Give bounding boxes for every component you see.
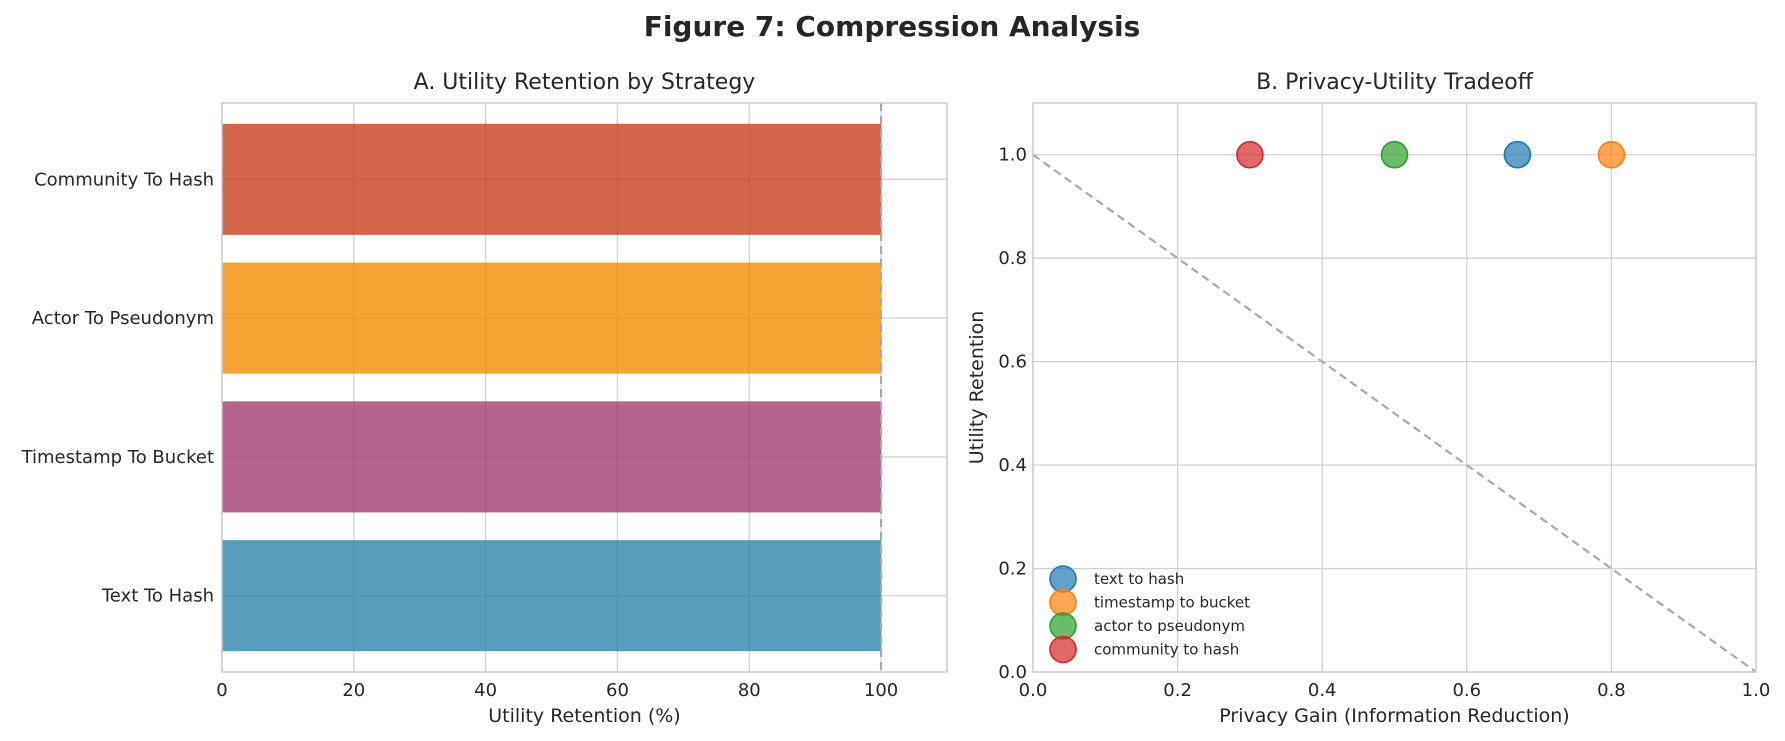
chart-b-x-tick-label: 0.8 [1597,680,1626,701]
chart-a-x-tick-label: 80 [738,680,761,701]
chart-a: A. Utility Retention by Strategy 0 20 40 60… [21,70,948,727]
bar-actor-to-pseudonym [222,262,882,374]
chart-b-x-tick-label: 1.0 [1742,680,1771,701]
chart-a-frame [221,102,948,673]
chart-b-y-axis-label: Utility Retention [966,311,988,465]
legend-label-community-to-hash: community to hash [1094,641,1239,659]
chart-b-points [1236,140,1626,169]
chart-b-title: B. Privacy-Utility Tradeoff [1256,70,1534,95]
legend-marker-text-to-hash [1049,565,1077,593]
chart-b-y-tick-label: 0.4 [998,455,1027,476]
bar-text-to-hash [222,540,882,652]
figure-title: Figure 7: Compression Analysis [644,10,1141,43]
chart-a-x-tick-label: 0 [216,680,227,701]
chart-a-x-tick-label: 60 [606,680,629,701]
chart-b: B. Privacy-Utility Tradeoff 0.0 0.2 0.4 0.6… [966,70,1770,727]
chart-b-legend: text to hash timestamp to bucket actor to … [1049,565,1250,664]
legend-label-timestamp-to-bucket: timestamp to bucket [1094,594,1250,612]
chart-a-category-label: Actor To Pseudonym [32,308,214,329]
chart-b-x-tick-label: 0.0 [1019,680,1048,701]
chart-a-x-axis-label: Utility Retention (%) [488,705,680,727]
chart-a-x-tick-label: 100 [864,680,898,701]
chart-a-category-label: Text To Hash [101,586,214,607]
point-timestamp-to-bucket [1597,140,1626,169]
chart-b-x-axis-label: Privacy Gain (Information Reduction) [1219,705,1569,727]
chart-b-y-tick-label: 0.2 [998,559,1027,580]
legend-label-text-to-hash: text to hash [1094,570,1184,588]
chart-b-x-tick-label: 0.4 [1308,680,1337,701]
chart-a-x-tick-label: 20 [342,680,365,701]
chart-b-y-tick-label: 0.8 [998,248,1027,269]
bar-timestamp-to-bucket [222,401,882,513]
chart-b-x-tick-label: 0.2 [1163,680,1192,701]
chart-a-title: A. Utility Retention by Strategy [414,70,756,95]
legend-marker-timestamp-to-bucket [1049,588,1077,617]
chart-b-frame [1032,102,1757,673]
chart-b-reference-line [1032,153,1757,673]
point-actor-to-pseudonym [1380,140,1409,169]
legend-marker-community-to-hash [1049,635,1077,664]
point-text-to-hash [1503,140,1532,169]
chart-a-y-ticks: Text To Hash Timestamp To Bucket Actor To … [21,169,214,606]
chart-a-x-ticks: 0 20 40 60 80 100 [216,680,898,701]
chart-b-y-ticks: 0.0 0.2 0.4 0.6 0.8 1.0 [998,145,1027,683]
chart-b-x-ticks: 0.0 0.2 0.4 0.6 0.8 1.0 [1019,680,1771,701]
legend-label-actor-to-pseudonym: actor to pseudonym [1094,617,1245,635]
chart-a-category-label: Community To Hash [34,169,214,190]
chart-b-y-tick-label: 1.0 [998,145,1027,166]
bar-community-to-hash [222,123,882,235]
chart-b-y-tick-label: 0.0 [998,662,1027,683]
point-community-to-hash [1236,140,1264,169]
chart-b-y-tick-label: 0.6 [998,352,1027,373]
chart-a-category-label: Timestamp To Bucket [21,447,214,468]
chart-a-bars [222,123,882,652]
legend-marker-actor-to-pseudonym [1049,612,1077,640]
chart-a-x-tick-label: 40 [474,680,497,701]
chart-b-diagonal-reference-line [1032,153,1757,673]
chart-b-x-tick-label: 0.6 [1452,680,1481,701]
